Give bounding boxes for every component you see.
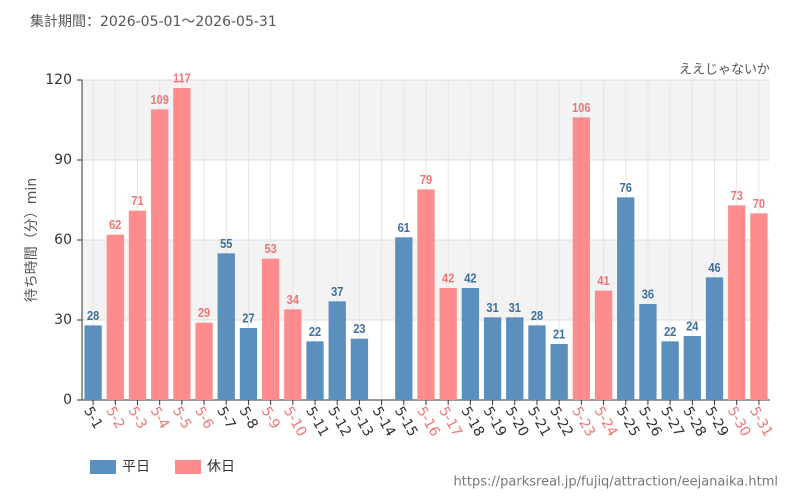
bar (683, 336, 701, 400)
x-tick-label: 5-9 (258, 404, 283, 432)
attraction-name: ええじゃないか (679, 63, 770, 78)
data-label: 34 (287, 292, 300, 307)
x-tick-label: 5-31 (746, 404, 776, 440)
bar (395, 237, 413, 400)
data-label: 36 (642, 287, 655, 302)
data-label: 24 (686, 319, 699, 334)
data-label: 27 (242, 311, 255, 326)
data-label: 62 (109, 217, 122, 232)
bar (417, 189, 435, 400)
bar (328, 301, 346, 400)
bar (284, 309, 302, 400)
x-tick-label: 5-7 (213, 404, 238, 432)
x-tick-label: 5-4 (147, 404, 172, 432)
y-tick-label: 120 (45, 72, 72, 88)
x-tick-label: 5-1 (80, 404, 105, 432)
legend-swatch (175, 460, 201, 474)
bar (261, 258, 280, 400)
source-url: https://parksreal.jp/fujiq/attraction/ee… (454, 475, 778, 490)
data-label: 53 (265, 241, 278, 256)
data-label: 31 (509, 300, 522, 315)
x-tick-label: 5-8 (236, 404, 261, 432)
data-label: 106 (572, 100, 591, 115)
bar (439, 288, 457, 400)
y-axis-label: 待ち時間（分）min (24, 178, 40, 302)
data-label: 109 (150, 92, 169, 107)
period: 集計期間：2026-05-01～2026-05-31 (30, 13, 277, 30)
data-label: 55 (220, 236, 233, 251)
data-label: 117 (173, 71, 191, 86)
bar (728, 205, 746, 400)
y-tick-label: 0 (63, 392, 72, 408)
data-label: 28 (531, 308, 544, 323)
legend-label: 休日 (207, 459, 235, 475)
data-label: 37 (331, 284, 344, 299)
data-label: 71 (131, 193, 144, 208)
bar (750, 213, 768, 400)
legend-swatch (90, 460, 116, 474)
bar (483, 317, 502, 400)
data-label: 22 (664, 324, 677, 339)
x-tick-label: 5-3 (125, 404, 150, 432)
x-tick-label: 5-6 (191, 404, 216, 432)
data-label: 79 (420, 172, 433, 187)
data-label: 76 (620, 180, 633, 195)
bar (106, 234, 124, 400)
bar (617, 197, 635, 400)
x-tick-label: 5-2 (102, 404, 127, 432)
legend-label: 平日 (122, 459, 150, 475)
bar (594, 290, 613, 400)
bar (550, 344, 568, 400)
bar (639, 304, 657, 400)
data-label: 28 (87, 308, 100, 323)
data-label: 41 (597, 273, 610, 288)
bar (84, 325, 102, 400)
data-label: 61 (398, 220, 411, 235)
bar (661, 341, 679, 400)
data-label: 22 (309, 324, 322, 339)
bar (705, 277, 724, 400)
data-label: 73 (731, 188, 744, 203)
bar (461, 288, 480, 400)
bar (528, 325, 546, 400)
bar (128, 210, 147, 400)
y-tick-label: 60 (54, 232, 72, 248)
data-label: 31 (486, 300, 499, 315)
bar (239, 328, 258, 400)
data-label: 42 (442, 271, 455, 286)
bar (195, 322, 213, 400)
bar (506, 317, 524, 400)
data-label: 70 (753, 196, 766, 211)
data-label: 46 (708, 260, 721, 275)
bar (151, 109, 169, 400)
data-label: 21 (553, 327, 566, 342)
bar (173, 88, 191, 400)
y-tick-label: 30 (54, 312, 72, 328)
bar (572, 117, 591, 400)
bar (306, 341, 324, 400)
x-tick-label: 5-5 (169, 404, 194, 432)
data-label: 42 (464, 271, 477, 286)
data-label: 23 (353, 321, 366, 336)
bar (217, 253, 235, 400)
bar (350, 338, 369, 400)
y-tick-label: 90 (54, 152, 72, 168)
data-label: 29 (198, 305, 211, 320)
